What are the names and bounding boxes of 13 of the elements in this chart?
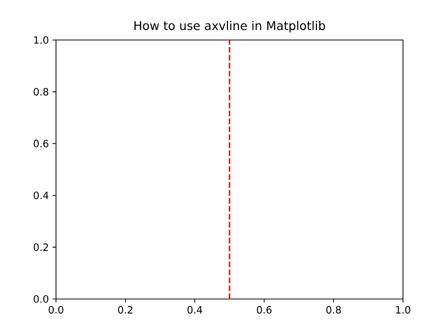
y-tick-label: 0.0	[34, 295, 48, 303]
x-tick-label: 0.2	[118, 306, 132, 314]
y-tick-label: 0.6	[34, 140, 48, 148]
y-tick-label: 0.8	[34, 88, 48, 96]
x-tick-label: 0.4	[188, 306, 202, 314]
y-tick-label: 0.2	[34, 243, 48, 251]
chart-title: How to use axvline in Matplotlib	[134, 20, 326, 32]
x-tick-label: 1.0	[396, 306, 410, 314]
x-tick-label: 0.8	[326, 306, 341, 314]
x-tick-label: 0.6	[256, 306, 272, 314]
y-tick-label: 1.0	[34, 36, 48, 44]
y-tick-label: 0.4	[34, 192, 48, 200]
x-tick-label: 0.0	[48, 306, 64, 314]
